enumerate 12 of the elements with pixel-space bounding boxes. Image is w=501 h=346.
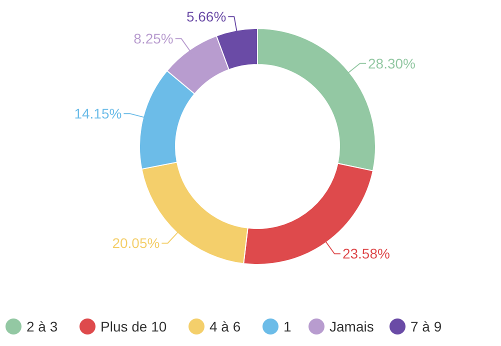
data-label: 14.15% (74, 106, 122, 122)
legend-label: 1 (284, 318, 292, 334)
data-label: 5.66% (186, 8, 226, 25)
data-label: 20.05% (112, 235, 160, 252)
legend-label: 2 à 3 (26, 318, 58, 334)
legend-label: 4 à 6 (210, 318, 241, 334)
data-label: 8.25% (134, 30, 174, 47)
legend-label: 7 à 9 (410, 318, 442, 334)
data-label: 23.58% (342, 246, 390, 262)
data-label: 28.30% (368, 55, 416, 72)
legend-label: Jamais (330, 318, 374, 334)
legend-label: Plus de 10 (100, 318, 167, 334)
